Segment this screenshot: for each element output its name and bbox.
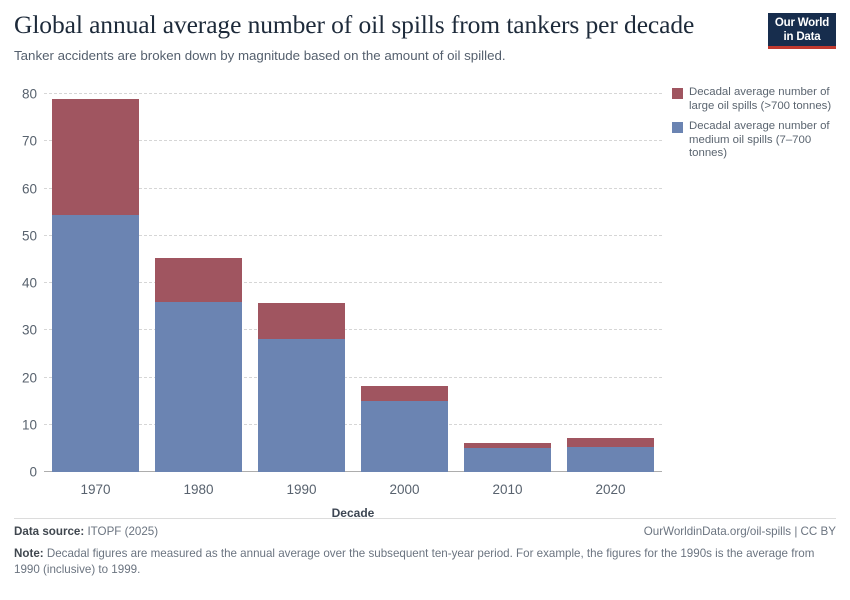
bar-segment-medium-1970[interactable] bbox=[51, 214, 139, 472]
gridline: 10 bbox=[22, 417, 662, 432]
footer-divider bbox=[14, 518, 836, 519]
bar-1980[interactable] bbox=[154, 257, 242, 472]
bar-2020[interactable] bbox=[566, 437, 654, 472]
logo-line-2: in Data bbox=[783, 31, 821, 43]
gridline: 70 bbox=[22, 134, 662, 149]
chart-footer: Data source: ITOPF (2025) OurWorldinData… bbox=[14, 524, 836, 578]
bar-segment-medium-1990[interactable] bbox=[257, 338, 345, 472]
note-label: Note: bbox=[14, 547, 44, 560]
legend-item-label: Decadal average number of medium oil spi… bbox=[689, 120, 830, 160]
x-axis-tick-label: 2020 bbox=[595, 482, 626, 497]
attribution-link[interactable]: OurWorldinData.org/oil-spills | CC BY bbox=[643, 525, 836, 538]
y-axis-tick-label: 60 bbox=[21, 181, 37, 196]
our-world-in-data-logo[interactable]: Our World in Data bbox=[768, 13, 836, 49]
x-axis-tick-label: 1980 bbox=[183, 482, 214, 497]
x-axis-label: Decade bbox=[331, 506, 375, 520]
legend-swatch-icon bbox=[672, 122, 683, 134]
x-axis-tick-label: 1990 bbox=[286, 482, 317, 497]
x-axis-tick-label: 1970 bbox=[80, 482, 111, 497]
data-source-value: ITOPF (2025) bbox=[84, 525, 159, 538]
legend-item-1[interactable]: Decadal average number of medium oil spi… bbox=[672, 120, 844, 161]
y-axis-tick-label: 20 bbox=[21, 370, 37, 385]
chart-area: 0 10 20 30 40 50 60 70 80 1970 1980 1990 2000 2010 202… bbox=[0, 78, 850, 520]
bar-segment-large-2020[interactable] bbox=[566, 437, 654, 447]
bar-segment-large-1980[interactable] bbox=[154, 257, 242, 302]
bar-1990[interactable] bbox=[257, 302, 345, 472]
gridline: 40 bbox=[22, 276, 662, 291]
legend-item-0[interactable]: Decadal average number of large oil spil… bbox=[672, 86, 844, 113]
x-axis-line: 0 bbox=[29, 465, 662, 480]
legend-item-label: Decadal average number of large oil spil… bbox=[689, 86, 832, 112]
page-title: Global annual average number of oil spil… bbox=[14, 10, 695, 39]
data-source-label: Data source: bbox=[14, 525, 85, 538]
y-axis-tick-label: 50 bbox=[21, 228, 37, 244]
bar-segment-large-2000[interactable] bbox=[360, 386, 448, 402]
chart-legend: Decadal average number of large oil spil… bbox=[672, 86, 844, 168]
legend-swatch-icon bbox=[672, 88, 683, 99]
bar-segment-large-1970[interactable] bbox=[51, 99, 139, 215]
gridline: 20 bbox=[22, 370, 662, 385]
y-axis-tick-label: 30 bbox=[21, 322, 37, 338]
note-value: Decadal figures are measured as the annu… bbox=[14, 547, 815, 576]
chart-header: Global annual average number of oil spil… bbox=[14, 10, 836, 72]
y-axis-tick-label: 40 bbox=[21, 275, 37, 291]
chart-subtitle: Tanker accidents are broken down by magn… bbox=[14, 48, 506, 63]
y-axis-tick-label: 10 bbox=[21, 417, 37, 433]
y-axis-tick-label: 80 bbox=[21, 86, 37, 102]
gridline: 60 bbox=[22, 181, 662, 196]
y-axis-tick-label: 0 bbox=[29, 464, 37, 480]
y-axis-tick-label: 70 bbox=[21, 133, 37, 149]
data-source: Data source: ITOPF (2025) bbox=[14, 524, 158, 540]
logo-line-1: Our World bbox=[774, 17, 830, 29]
bar-segment-medium-2010[interactable] bbox=[463, 447, 551, 472]
bar-2010[interactable] bbox=[463, 442, 551, 472]
bar-segment-medium-1980[interactable] bbox=[154, 301, 242, 472]
footer-note-row: Note: Decadal figures are measured as th… bbox=[14, 546, 836, 578]
x-axis-tick-label: 2000 bbox=[389, 482, 420, 497]
bar-2000[interactable] bbox=[360, 386, 448, 472]
bar-segment-medium-2000[interactable] bbox=[360, 401, 448, 472]
bar-segment-large-2010[interactable] bbox=[463, 442, 551, 448]
gridline: 50 bbox=[22, 228, 662, 243]
gridline: 80 bbox=[22, 87, 662, 102]
bar-segment-medium-2020[interactable] bbox=[566, 446, 654, 472]
x-axis-tick-label: 2010 bbox=[492, 482, 523, 497]
plot-area: 0 10 20 30 40 50 60 70 80 1970 1980 1990 2000 2010 202… bbox=[22, 87, 662, 497]
bar-segment-large-1990[interactable] bbox=[257, 302, 345, 339]
footer-source-row: Data source: ITOPF (2025) OurWorldinData… bbox=[14, 524, 836, 540]
gridline: 30 bbox=[22, 323, 662, 338]
bar-1970[interactable] bbox=[51, 99, 139, 472]
